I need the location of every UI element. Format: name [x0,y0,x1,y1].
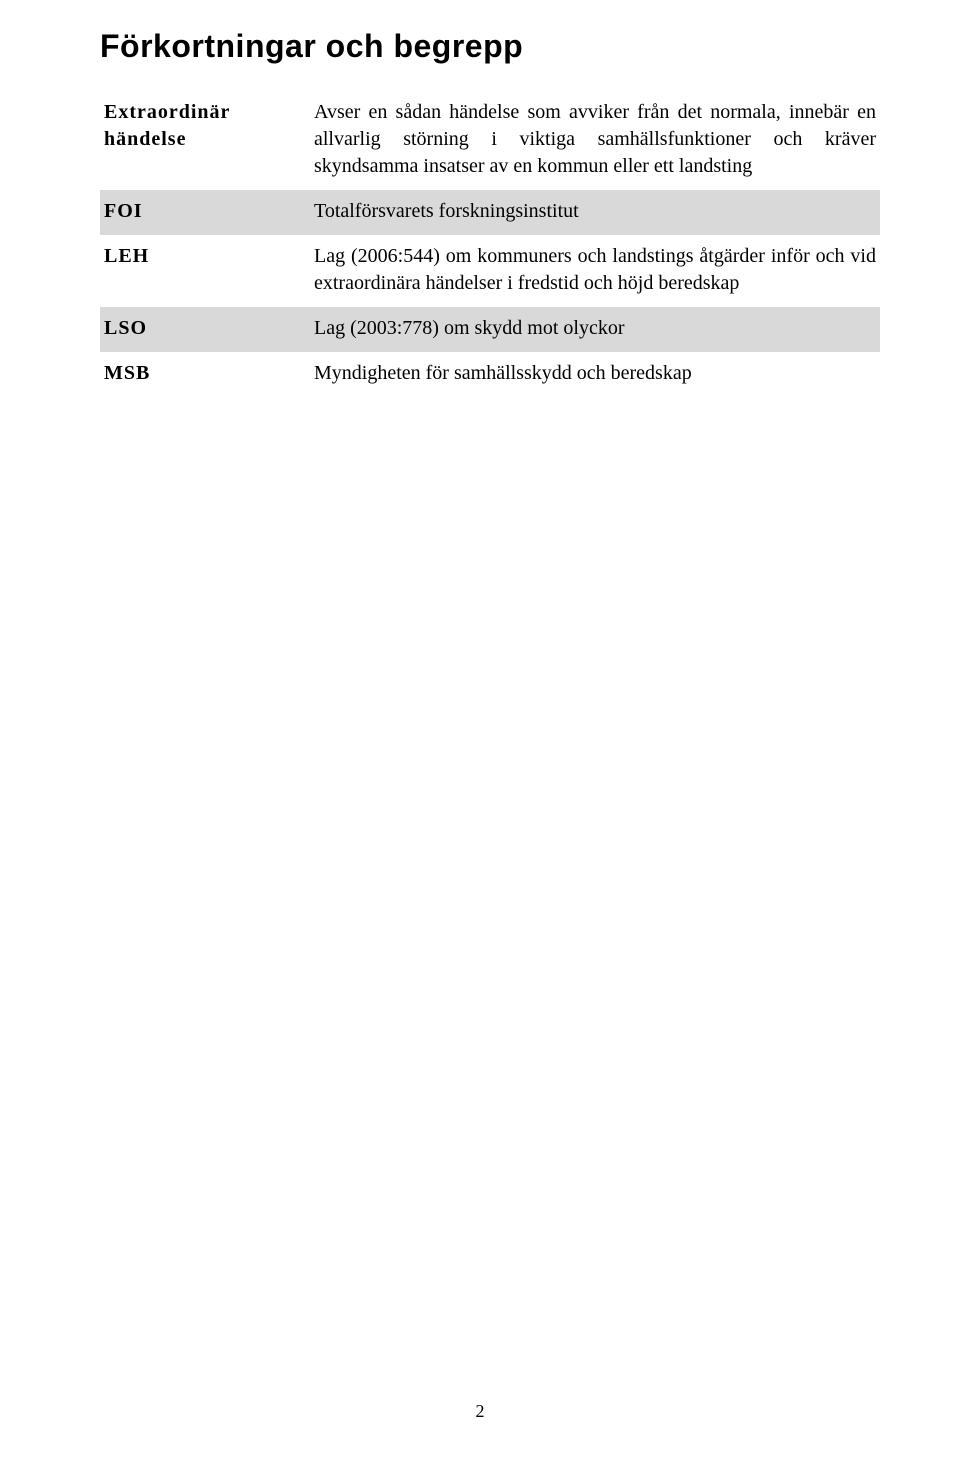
definition-row: LSOLag (2003:778) om skydd mot olyckor [100,307,880,352]
definition-row: MSBMyndigheten för samhällsskydd och ber… [100,352,880,397]
term: LEH [104,243,314,270]
definition: Myndigheten för samhällsskydd och bereds… [314,360,876,387]
term: LSO [104,315,314,342]
page-title: Förkortningar och begrepp [100,28,880,65]
term: Extraordinärhändelse [104,99,314,153]
definition: Lag (2003:778) om skydd mot olyckor [314,315,876,342]
document-page: Förkortningar och begrepp Extraordinärhä… [0,0,960,397]
definition: Lag (2006:544) om kommuners och landstin… [314,243,876,297]
definition-row: FOITotalförsvarets forskningsinstitut [100,190,880,235]
definition-row: ExtraordinärhändelseAvser en sådan hände… [100,91,880,190]
definition-list: ExtraordinärhändelseAvser en sådan hände… [100,91,880,397]
definition: Avser en sådan händelse som avviker från… [314,99,876,180]
term: FOI [104,198,314,225]
page-number: 2 [0,1401,960,1422]
definition-row: LEHLag (2006:544) om kommuners och lands… [100,235,880,307]
term: MSB [104,360,314,387]
definition: Totalförsvarets forskningsinstitut [314,198,876,225]
